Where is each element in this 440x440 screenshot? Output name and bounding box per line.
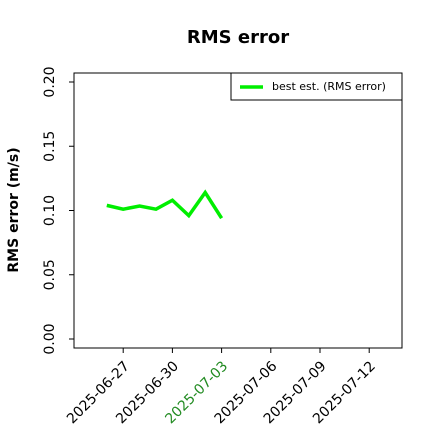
chart-title: RMS error xyxy=(187,27,289,48)
y-tick-label: 0.20 xyxy=(42,66,58,97)
legend-label: best est. (RMS error) xyxy=(272,80,386,93)
y-tick-label: 0.05 xyxy=(42,259,58,290)
series-line xyxy=(106,189,224,220)
y-tick-label: 0.15 xyxy=(42,131,58,162)
y-tick-label: 0.10 xyxy=(42,195,58,226)
y-axis-label: RMS error (m/s) xyxy=(6,147,22,272)
y-tick-label: 0.00 xyxy=(42,323,58,354)
